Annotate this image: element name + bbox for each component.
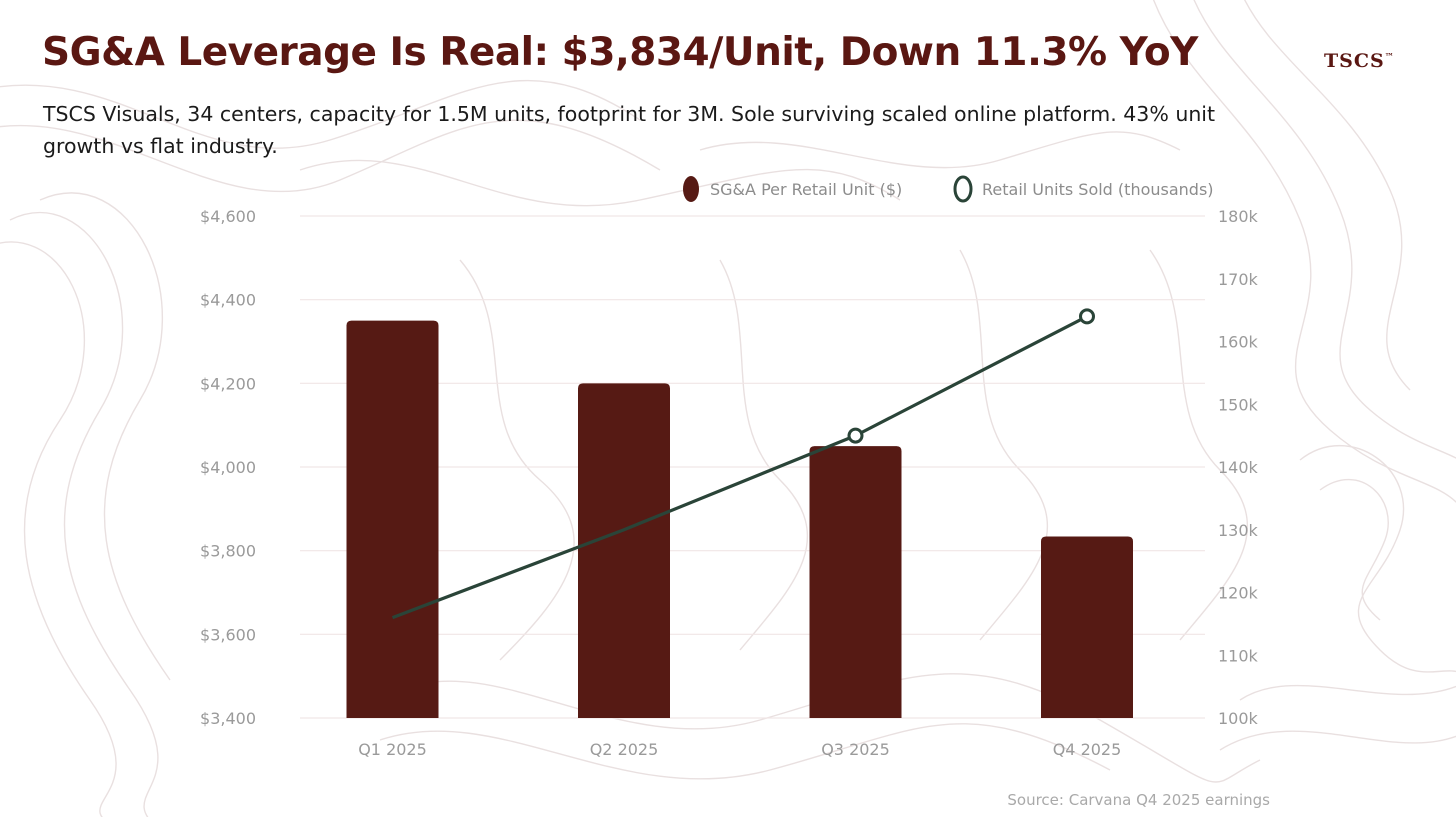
- right-axis-tick-label: 170k: [1218, 270, 1259, 289]
- left-axis-tick-label: $3,600: [200, 625, 256, 644]
- right-axis: 100k 110k 120k 130k 140k 150k 160k 170k 180k: [1218, 207, 1259, 728]
- line-point-marker: [847, 427, 864, 444]
- legend-line-label: Retail Units Sold (thousands): [982, 180, 1214, 199]
- left-axis-tick-label: $4,400: [200, 291, 256, 310]
- legend-line-swatch-icon: [953, 175, 973, 203]
- legend: SG&A Per Retail Unit ($) Retail Units So…: [683, 175, 1214, 203]
- legend-bar-swatch-icon: [683, 176, 699, 202]
- right-axis-tick-label: 100k: [1218, 709, 1259, 728]
- right-axis-tick-label: 110k: [1218, 646, 1259, 665]
- gridlines: [300, 215, 1205, 719]
- bar-series: [346, 320, 1133, 718]
- right-axis-tick-label: 120k: [1218, 584, 1259, 603]
- brand-logo: TSCS™: [1324, 50, 1394, 72]
- x-axis-tick-label: Q2 2025: [590, 740, 659, 759]
- bar: [1041, 536, 1133, 718]
- brand-name: TSCS: [1324, 50, 1385, 72]
- bar: [346, 320, 439, 718]
- left-axis-tick-label: $4,600: [200, 207, 256, 226]
- left-axis-tick-label: $4,200: [200, 374, 256, 393]
- bar: [809, 446, 902, 718]
- right-axis-tick-label: 150k: [1218, 395, 1259, 414]
- trademark-mark: ™: [1384, 52, 1394, 63]
- line-point-marker: [1079, 308, 1095, 325]
- left-axis: $3,400 $3,600 $3,800 $4,000 $4,200 $4,400 $4,6…: [200, 207, 256, 728]
- chart-subtitle: TSCS Visuals, 34 centers, capacity for 1…: [43, 102, 1216, 158]
- x-axis-tick-label: Q1 2025: [358, 740, 427, 759]
- left-axis-tick-label: $3,800: [200, 542, 256, 561]
- right-axis-tick-label: 130k: [1218, 521, 1259, 540]
- right-axis-tick-label: 180k: [1218, 207, 1259, 226]
- bar: [578, 383, 670, 718]
- right-axis-tick-label: 140k: [1218, 458, 1259, 477]
- right-axis-tick-label: 160k: [1218, 333, 1259, 352]
- x-axis: Q1 2025 Q2 2025 Q3 2025 Q4 2025: [358, 740, 1121, 759]
- source-note: Source: Carvana Q4 2025 earnings: [1007, 791, 1270, 809]
- chart-title: SG&A Leverage Is Real: $3,834/Unit, Down…: [42, 30, 1198, 75]
- legend-bar-label: SG&A Per Retail Unit ($): [710, 180, 902, 199]
- line-path: [391, 314, 1088, 620]
- x-axis-tick-label: Q3 2025: [821, 740, 890, 759]
- x-axis-tick-label: Q4 2025: [1053, 740, 1122, 759]
- left-axis-tick-label: $4,000: [200, 458, 256, 477]
- left-axis-tick-label: $3,400: [200, 709, 256, 728]
- line-series: [391, 308, 1095, 620]
